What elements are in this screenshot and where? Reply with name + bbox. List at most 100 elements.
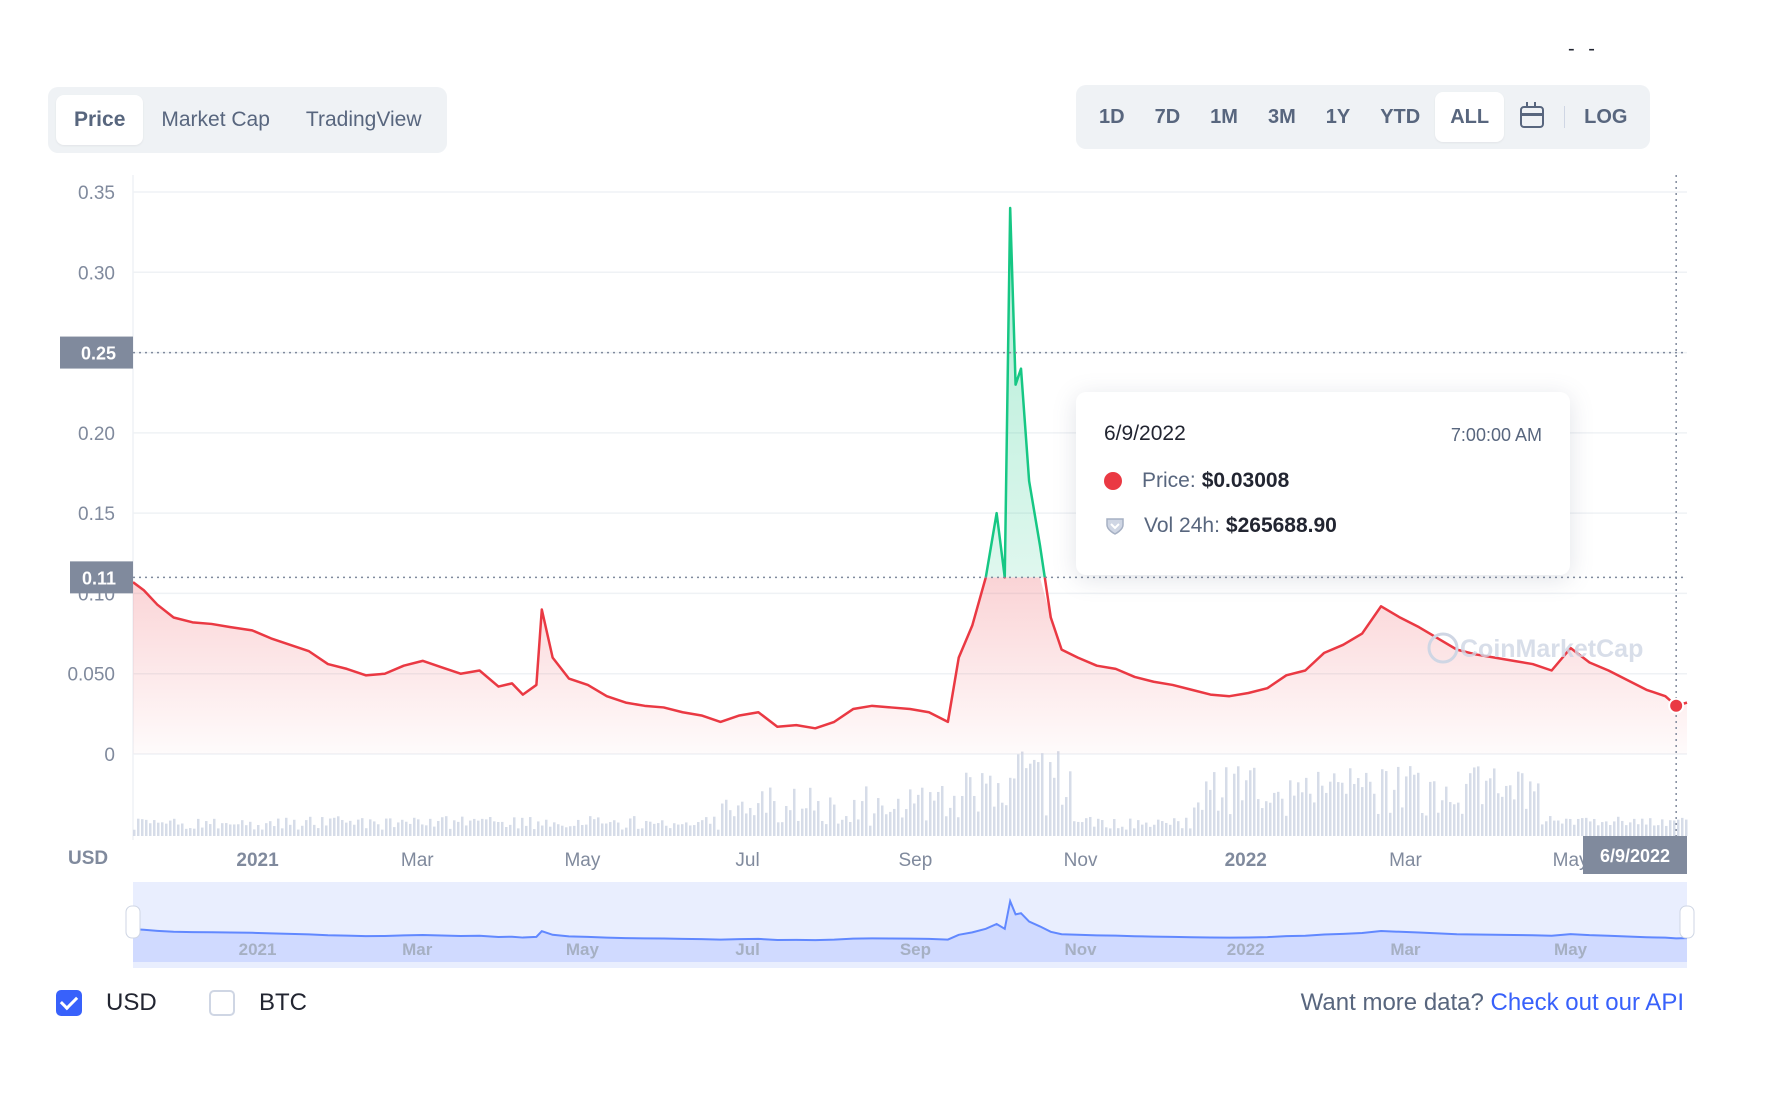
volume-bar <box>181 823 184 836</box>
volume-bar <box>437 821 440 836</box>
volume-bar <box>1673 820 1676 836</box>
volume-bar <box>1141 824 1144 836</box>
volume-bar <box>1449 802 1452 836</box>
volume-bar <box>1269 802 1272 836</box>
volume-bar <box>1149 826 1152 836</box>
volume-bar <box>1313 802 1316 836</box>
usd-toggle[interactable]: USD <box>56 989 157 1017</box>
volume-bar <box>401 819 404 836</box>
volume-bar <box>1225 767 1228 836</box>
volume-bar <box>1233 773 1236 836</box>
volume-bar <box>973 795 976 836</box>
volume-bar <box>837 823 840 836</box>
volume-bar <box>1521 773 1524 836</box>
volume-bar <box>1297 782 1300 836</box>
volume-bar <box>373 821 376 836</box>
volume-bar <box>409 823 412 836</box>
volume-bar <box>1597 825 1600 836</box>
volume-bar <box>1109 828 1112 836</box>
volume-bar <box>613 820 616 836</box>
volume-bar <box>1573 824 1576 836</box>
volume-bar <box>561 825 564 836</box>
volume-bar <box>1205 781 1208 836</box>
tab-tradingview[interactable]: TradingView <box>305 108 422 131</box>
range-7d[interactable]: 7D <box>1154 106 1181 128</box>
volume-bar <box>273 826 276 836</box>
volume-bar <box>1145 822 1148 836</box>
volume-bar <box>1581 818 1584 836</box>
calendar-icon[interactable] <box>1520 102 1545 128</box>
volume-bar <box>1245 780 1248 836</box>
range-1m[interactable]: 1M <box>1210 106 1238 128</box>
volume-bar <box>617 822 620 836</box>
volume-bar <box>853 799 856 836</box>
range-ytd[interactable]: YTD <box>1380 106 1421 128</box>
volume-bar <box>585 824 588 836</box>
log-toggle[interactable]: LOG <box>1584 106 1628 128</box>
volume-bar <box>857 819 860 836</box>
navigator-line <box>132 897 1688 942</box>
volume-bar <box>861 801 864 836</box>
volume-bar <box>1493 768 1496 836</box>
volume-bar <box>197 818 200 836</box>
range-1y[interactable]: 1Y <box>1325 106 1351 128</box>
volume-bar <box>1121 826 1124 836</box>
volume-bar <box>929 792 932 836</box>
range-3m[interactable]: 3M <box>1267 106 1296 128</box>
volume-bar <box>465 825 468 836</box>
volume-bar <box>1357 778 1360 836</box>
volume-bar <box>869 825 872 836</box>
volume-bar <box>257 825 260 836</box>
reference-label: 0.11 <box>82 568 116 588</box>
btc-toggle[interactable]: BTC <box>209 989 307 1017</box>
volume-bar <box>645 820 648 836</box>
volume-bar <box>549 826 552 836</box>
volume-bar <box>253 829 256 836</box>
volume-bar <box>933 800 936 836</box>
volume-bar <box>449 828 452 836</box>
range-1d[interactable]: 1D <box>1099 106 1125 128</box>
volume-bar <box>1045 815 1048 836</box>
volume-bar <box>685 822 688 836</box>
volume-bar <box>1385 771 1388 836</box>
btc-checkbox[interactable] <box>209 990 235 1016</box>
tooltip-time: 7:00:00 AM <box>1450 425 1542 445</box>
volume-bar <box>529 817 532 836</box>
navigator-tick-label: Sep <box>900 940 931 959</box>
volume-bar <box>217 828 220 836</box>
volume-bar <box>821 820 824 836</box>
range-all[interactable]: ALL <box>1435 92 1505 142</box>
volume-bar <box>1117 828 1120 836</box>
volume-bar <box>1681 817 1684 836</box>
x-tick-label: 2022 <box>1225 850 1267 871</box>
tooltip-price-value: $0.03008 <box>1201 469 1290 492</box>
usd-checkbox[interactable] <box>56 990 82 1016</box>
volume-bar <box>1321 785 1324 836</box>
volume-bar <box>1341 782 1344 836</box>
tab-market-cap[interactable]: Market Cap <box>161 108 270 131</box>
volume-bar <box>1165 822 1168 836</box>
volume-bar <box>717 829 720 836</box>
volume-bar <box>521 817 524 836</box>
volume-bar <box>1137 820 1140 836</box>
volume-bar <box>1273 792 1276 836</box>
btc-label: BTC <box>259 989 307 1016</box>
crosshair-price-label: 0.25 <box>81 344 116 364</box>
volume-bar <box>1157 819 1160 836</box>
volume-bar <box>937 791 940 836</box>
volume-bar <box>1213 772 1216 836</box>
volume-bar <box>265 823 268 836</box>
volume-bar <box>297 829 300 836</box>
volume-bar <box>1505 785 1508 836</box>
price-dot-icon <box>1104 472 1122 490</box>
api-link[interactable]: Check out our API <box>1490 989 1684 1016</box>
volume-bar <box>1665 825 1668 836</box>
volume-bar <box>337 816 340 836</box>
tab-price[interactable]: Price <box>56 95 144 145</box>
crosshair-date-bg <box>1583 836 1687 874</box>
volume-bar <box>653 823 656 836</box>
volume-bar <box>533 829 536 836</box>
volume-bar <box>621 829 624 836</box>
volume-bar <box>1637 824 1640 836</box>
